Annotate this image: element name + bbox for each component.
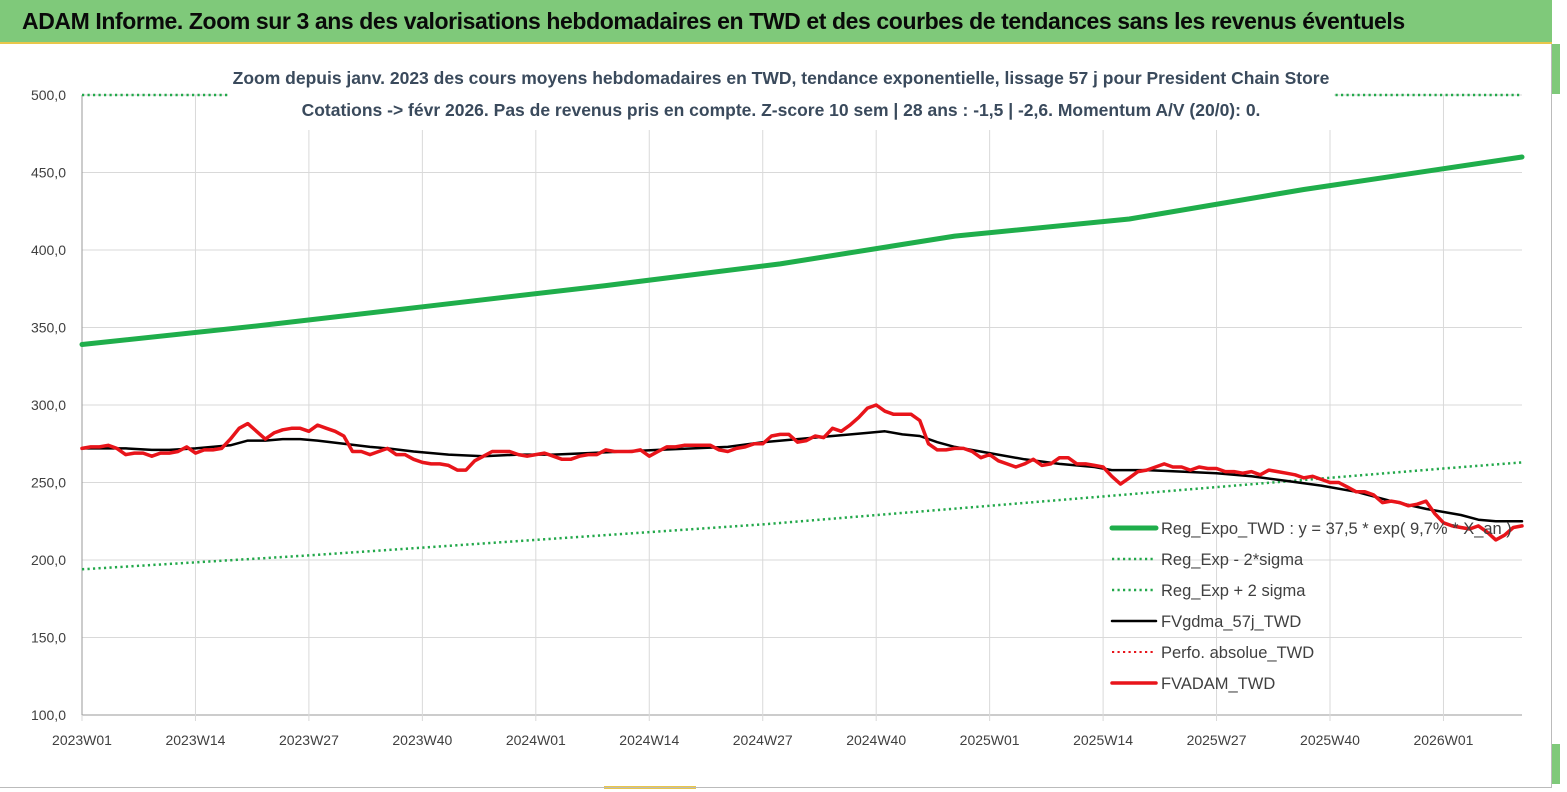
subtitle-line-1: Zoom depuis janv. 2023 des cours moyens … — [233, 68, 1330, 88]
legend-label: FVgdma_57j_TWD — [1161, 613, 1301, 631]
chart-subtitle: Zoom depuis janv. 2023 des cours moyens … — [228, 60, 1334, 130]
right-edge-accent-top — [1552, 44, 1560, 94]
y-axis: 100,0 150,0 200,0 250,0 300,0 350,0 400,0 450,0… — [31, 87, 66, 723]
legend-label: Reg_Exp + 2 sigma — [1161, 582, 1306, 600]
x-tick-label: 2023W14 — [165, 732, 225, 748]
chart: 100,0 150,0 200,0 250,0 300,0 350,0 400,0 450,0… — [31, 60, 1525, 748]
y-tick-label: 500,0 — [31, 87, 66, 103]
legend-label: Perfo. absolue_TWD — [1161, 644, 1314, 662]
y-tick-label: 100,0 — [31, 707, 66, 723]
page-title: ADAM Informe. Zoom sur 3 ans des valoris… — [22, 8, 1405, 34]
x-tick-label: 2025W01 — [960, 732, 1020, 748]
grid — [81, 94, 1522, 721]
x-tick-label: 2025W14 — [1073, 732, 1133, 748]
x-axis: 2023W01 2023W14 2023W27 2023W40 2024W01 2024W… — [52, 732, 1474, 748]
y-tick-label: 350,0 — [31, 320, 66, 336]
y-tick-label: 150,0 — [31, 630, 66, 646]
x-tick-label: 2024W14 — [619, 732, 679, 748]
x-tick-label: 2024W01 — [506, 732, 566, 748]
right-edge-accent-bottom — [1552, 744, 1560, 784]
y-tick-label: 300,0 — [31, 397, 66, 413]
y-tick-label: 450,0 — [31, 165, 66, 181]
y-tick-label: 200,0 — [31, 552, 66, 568]
legend-label: FVADAM_TWD — [1161, 675, 1275, 693]
y-tick-label: 250,0 — [31, 475, 66, 491]
trend-line — [79, 154, 1525, 347]
lower-band-line — [81, 461, 1523, 571]
x-tick-label: 2024W40 — [846, 732, 906, 748]
series-lines — [79, 93, 1525, 571]
legend-label: Reg_Exp - 2*sigma — [1161, 551, 1304, 569]
valuation-line — [80, 403, 1524, 542]
legend-label: Reg_Expo_TWD : y = 37,5 * exp( 9,7% * X_… — [1161, 520, 1512, 538]
x-tick-label: 2023W40 — [392, 732, 452, 748]
x-tick-label: 2025W40 — [1300, 732, 1360, 748]
x-tick-label: 2025W27 — [1187, 732, 1247, 748]
smoothed-line — [80, 430, 1524, 523]
subtitle-background — [228, 60, 1334, 130]
x-tick-label: 2026W01 — [1413, 732, 1473, 748]
x-tick-label: 2023W01 — [52, 732, 112, 748]
header-banner: ADAM Informe. Zoom sur 3 ans des valoris… — [0, 0, 1552, 44]
y-tick-label: 400,0 — [31, 242, 66, 258]
subtitle-line-2: Cotations -> févr 2026. Pas de revenus p… — [302, 100, 1261, 120]
chart-frame: 100,0 150,0 200,0 250,0 300,0 350,0 400,0 450,0… — [0, 44, 1552, 788]
x-tick-label: 2024W27 — [733, 732, 793, 748]
legend: Reg_Expo_TWD : y = 37,5 * exp( 9,7% * X_… — [1109, 520, 1512, 693]
x-tick-label: 2023W27 — [279, 732, 339, 748]
